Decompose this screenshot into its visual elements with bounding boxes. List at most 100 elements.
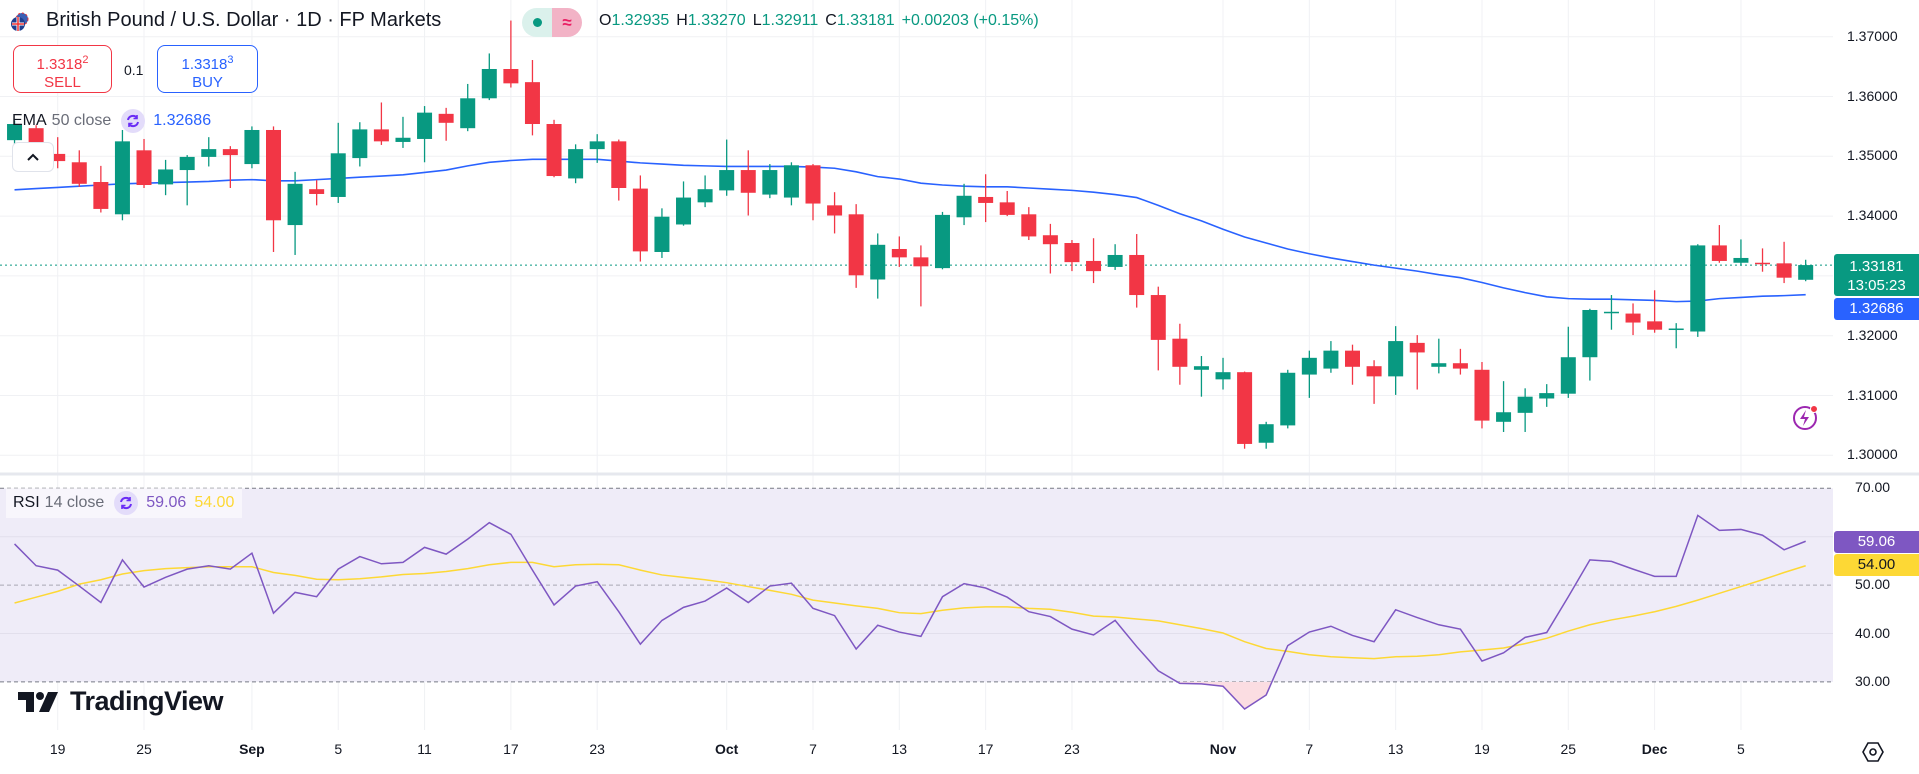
candle-nov-3[interactable] [1215,357,1231,390]
delayed-data-icon[interactable]: ≈ [552,8,582,37]
candle-oct-30[interactable] [1172,323,1188,385]
candle-dec-10[interactable] [1798,259,1814,282]
candle-aug-20[interactable] [71,150,87,187]
candle-oct-14[interactable] [913,245,929,307]
candle-sep-5[interactable] [330,122,346,203]
candle-sep-23[interactable] [589,134,605,163]
lightning-alert-icon[interactable] [1791,404,1819,432]
candle-nov-13[interactable] [1388,326,1404,395]
collapse-legend-button[interactable] [12,142,54,172]
quantity-value[interactable]: 0.1 [124,62,144,78]
candle-oct-10[interactable] [870,233,886,299]
candle-oct-9[interactable] [848,204,864,288]
candle-nov-6[interactable] [1280,369,1296,429]
market-status-pills[interactable]: ≈ [522,8,582,37]
candle-nov-21[interactable] [1517,388,1533,432]
symbol-title[interactable]: British Pound / U.S. Dollar · 1D · FP Ma… [46,9,442,31]
candle-oct-24[interactable] [1086,238,1102,284]
candle-oct-23[interactable] [1064,240,1080,272]
settings-icon[interactable] [1862,741,1884,763]
candle-oct-21[interactable] [1021,207,1037,241]
tradingview-logo[interactable]: TradingView [18,686,224,717]
candle-sep-1[interactable] [244,126,260,169]
candle-aug-19[interactable] [50,137,66,169]
candle-dec-9[interactable] [1776,241,1792,284]
candle-oct-27[interactable] [1107,244,1123,270]
refresh-icon[interactable] [114,491,139,515]
candle-nov-17[interactable] [1431,338,1447,374]
candle-oct-31[interactable] [1193,356,1209,397]
candle-nov-19[interactable] [1474,362,1490,429]
candle-sep-19[interactable] [546,119,562,178]
candle-sep-16[interactable] [481,53,497,101]
buy-button[interactable]: 1.33183 BUY [157,45,258,93]
sell-button[interactable]: 1.33182 SELL [13,45,112,93]
candle-oct-20[interactable] [999,190,1015,217]
candle-oct-17[interactable] [978,174,994,223]
candle-sep-29[interactable] [676,181,692,226]
candle-sep-2[interactable] [266,126,281,252]
ema-legend[interactable]: EMA 50 close 1.32686 [12,108,211,134]
candle-oct-3[interactable] [762,164,778,199]
candle-dec-8[interactable] [1755,248,1771,272]
candle-nov-4[interactable] [1237,371,1253,449]
candle-sep-10[interactable] [395,116,411,148]
candle-dec-1[interactable] [1647,290,1663,333]
market-open-icon[interactable] [522,8,552,37]
candle-nov-12[interactable] [1366,360,1382,404]
candle-aug-26[interactable] [158,159,174,196]
candle-sep-30[interactable] [697,175,713,208]
candle-dec-2[interactable] [1668,323,1684,349]
candle-sep-18[interactable] [524,60,540,136]
candle-sep-22[interactable] [568,144,584,184]
candle-nov-18[interactable] [1452,348,1468,375]
candle-nov-26[interactable] [1582,308,1598,381]
candle-sep-26[interactable] [654,208,670,258]
candle-sep-11[interactable] [417,106,433,163]
candle-nov-27[interactable] [1603,295,1619,330]
candle-nov-14[interactable] [1409,335,1425,390]
candle-oct-16[interactable] [956,183,972,226]
candle-oct-2[interactable] [740,150,756,216]
candle-oct-28[interactable] [1129,234,1145,308]
candle-dec-3[interactable] [1690,244,1706,337]
candle-oct-15[interactable] [934,211,950,270]
candle-sep-25[interactable] [632,175,648,262]
rsi-legend[interactable]: RSI 14 close 59.06 54.00 [6,488,243,518]
candle-oct-6[interactable] [783,162,799,206]
candle-body [1388,341,1404,377]
candle-nov-5[interactable] [1258,421,1274,449]
candle-aug-27[interactable] [179,155,195,206]
candle-nov-10[interactable] [1323,341,1339,373]
candle-aug-25[interactable] [136,138,152,188]
candle-dec-5[interactable] [1733,239,1749,266]
candle-oct-1[interactable] [719,139,735,196]
candle-sep-9[interactable] [373,102,389,145]
candle-oct-7[interactable] [805,164,821,221]
candle-sep-17[interactable] [503,20,519,88]
candle-sep-3[interactable] [287,171,303,255]
candle-sep-12[interactable] [438,107,454,141]
candle-nov-20[interactable] [1496,381,1512,432]
candle-oct-13[interactable] [891,236,907,267]
candle-sep-4[interactable] [309,180,325,206]
candle-nov-28[interactable] [1625,303,1641,336]
candle-aug-22[interactable] [114,129,130,221]
candle-dec-4[interactable] [1711,225,1727,263]
candle-aug-29[interactable] [222,146,238,188]
candle-sep-8[interactable] [352,122,368,167]
candle-nov-24[interactable] [1539,384,1555,407]
candle-nov-25[interactable] [1560,326,1576,398]
candle-aug-28[interactable] [201,137,217,167]
refresh-icon[interactable] [121,109,146,133]
candle-oct-29[interactable] [1150,286,1166,371]
candle-nov-11[interactable] [1345,344,1360,385]
candle-sep-24[interactable] [611,139,627,201]
candle-nov-7[interactable] [1301,350,1317,398]
candle-sep-15[interactable] [460,83,476,132]
candle-oct-22[interactable] [1042,223,1058,274]
candle-oct-8[interactable] [827,192,843,234]
candle-aug-15[interactable] [7,120,23,145]
candle-aug-21[interactable] [93,165,109,213]
